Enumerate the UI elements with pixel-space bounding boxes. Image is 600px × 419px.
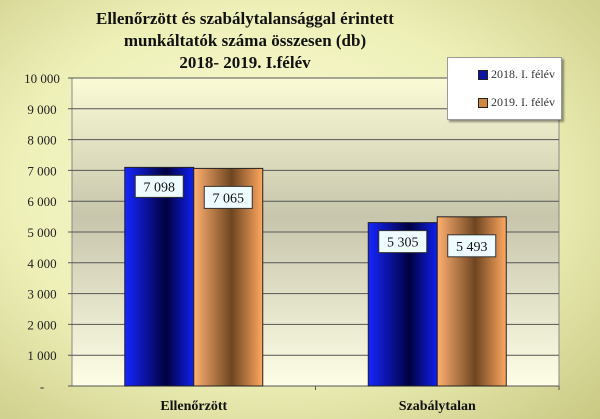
title-line-3: 2018- 2019. I.félév bbox=[179, 53, 311, 72]
data-label-box bbox=[134, 174, 184, 198]
data-label: 5 305 bbox=[387, 236, 419, 251]
legend-item-2019: 2019. I. félév bbox=[478, 95, 555, 110]
data-label: 5 493 bbox=[456, 240, 488, 255]
y-tick-label: 5 000 bbox=[27, 225, 56, 240]
data-label: 7 098 bbox=[144, 180, 176, 195]
title-line-1: Ellenőrzött és szabálytalansággal érinte… bbox=[96, 9, 394, 28]
legend-swatch-2019 bbox=[478, 97, 488, 108]
legend-item-2018: 2018. I. félév bbox=[478, 67, 555, 82]
title-line-2: munkáltatók száma összesen (db) bbox=[123, 31, 367, 50]
x-tick-label: Ellenőrzött bbox=[160, 399, 227, 414]
data-label-box bbox=[378, 230, 428, 254]
data-label-box bbox=[203, 185, 253, 209]
y-tick-label: 10 000 bbox=[24, 71, 60, 86]
x-tick-label: Szabálytalan bbox=[399, 399, 476, 414]
y-tick-label: 7 000 bbox=[27, 163, 56, 178]
y-tick-label: 1 000 bbox=[27, 348, 56, 363]
y-tick-label: 4 000 bbox=[27, 256, 56, 271]
data-label: 7 065 bbox=[213, 191, 245, 206]
chart-title: Ellenőrzött és szabálytalansággal érinte… bbox=[80, 8, 410, 74]
y-tick-label: 2 000 bbox=[27, 317, 56, 332]
legend: 2018. I. félév 2019. I. félév bbox=[447, 57, 562, 120]
data-label-box bbox=[447, 234, 497, 258]
legend-swatch-2018 bbox=[478, 69, 488, 80]
y-tick-label: 6 000 bbox=[27, 194, 56, 209]
y-tick-label: 9 000 bbox=[27, 102, 56, 117]
y-tick-label: 3 000 bbox=[27, 287, 56, 302]
bar-Ellenőrzött-2018. I. félév bbox=[124, 166, 195, 387]
y-tick-label: 8 000 bbox=[27, 133, 56, 148]
legend-label: 2019. I. félév bbox=[491, 95, 555, 109]
legend-label: 2018. I. félév bbox=[491, 67, 555, 81]
y-tick-label: - bbox=[40, 379, 44, 394]
